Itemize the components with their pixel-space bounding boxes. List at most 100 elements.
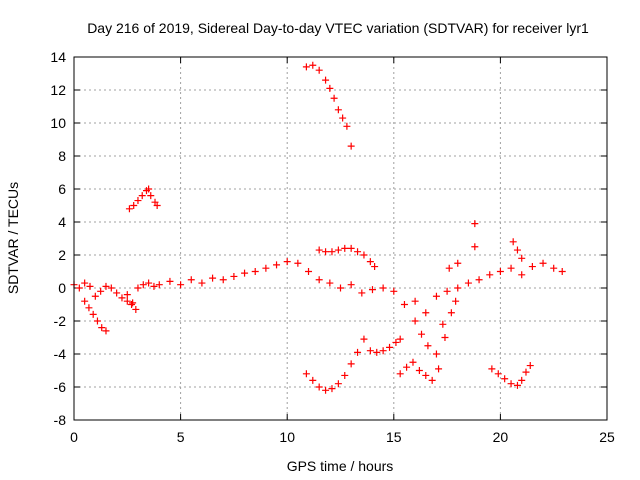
data-point [230, 272, 238, 280]
data-point [337, 284, 344, 292]
y-tick-label: 0 [58, 280, 66, 296]
data-point [129, 299, 137, 307]
data-point [283, 258, 291, 266]
data-point [315, 276, 323, 284]
data-point [539, 259, 547, 267]
y-tick-label: 12 [50, 82, 66, 98]
data-point [134, 197, 142, 205]
data-point [403, 363, 411, 371]
data-point [330, 94, 338, 102]
data-point [513, 381, 521, 389]
series-main-trace [70, 258, 566, 317]
data-point [422, 309, 430, 317]
data-point [518, 376, 526, 384]
data-point [241, 269, 249, 277]
data-point [118, 294, 126, 302]
data-point [86, 282, 94, 290]
data-point [396, 335, 404, 343]
data-marks [70, 61, 566, 394]
data-point [123, 297, 131, 305]
data-point [89, 310, 97, 318]
series-cluster-15-18h [396, 297, 460, 384]
data-point [75, 284, 83, 292]
data-point [354, 348, 362, 356]
data-point [513, 246, 521, 254]
data-point [347, 281, 355, 289]
data-point [428, 376, 436, 384]
data-point [81, 279, 89, 287]
data-point [309, 61, 317, 69]
data-point [102, 327, 110, 335]
data-point [147, 192, 155, 200]
data-point [464, 279, 472, 287]
data-point [347, 244, 355, 252]
data-point [371, 263, 379, 271]
data-point [396, 370, 404, 378]
data-point [522, 368, 530, 376]
y-tick-label: 4 [58, 214, 66, 230]
y-tick-label: 10 [50, 115, 66, 131]
data-point [411, 297, 419, 305]
data-point [113, 289, 121, 297]
data-point [341, 371, 349, 379]
data-point [379, 347, 387, 355]
data-point [550, 264, 558, 272]
data-point [326, 84, 334, 92]
data-point [128, 301, 136, 308]
data-point [305, 268, 313, 275]
data-point [150, 282, 158, 290]
x-tick-label: 10 [279, 429, 295, 445]
data-point [424, 342, 432, 350]
data-point [422, 371, 430, 379]
series-hump-2-4h [125, 185, 161, 213]
data-point [373, 348, 381, 356]
data-point [155, 281, 163, 289]
data-point [102, 282, 110, 290]
data-point [526, 362, 534, 370]
data-point [366, 258, 374, 266]
tick-labels: 0 5 10 15 20 25 -8 -6 -4 -2 0 2 4 6 8 10 12 14 [50, 49, 615, 445]
data-point [132, 305, 140, 313]
data-point [315, 66, 323, 74]
data-point [386, 343, 394, 351]
data-point [343, 122, 351, 130]
x-tick-label: 15 [386, 429, 402, 445]
data-point [347, 142, 355, 150]
x-tick-label: 5 [177, 429, 185, 445]
data-point [454, 259, 462, 267]
data-point [379, 284, 387, 292]
y-axis-label: SDTVAR / TECUs [5, 182, 21, 294]
data-point [501, 375, 509, 383]
data-point [294, 259, 302, 267]
data-point [123, 291, 131, 299]
data-point [322, 386, 330, 394]
y-tick-label: 14 [50, 49, 66, 65]
series-scatter-low [81, 297, 140, 335]
data-point [358, 289, 366, 297]
data-point [496, 268, 504, 275]
data-point [209, 274, 217, 282]
data-point [334, 246, 342, 254]
data-point [558, 268, 566, 275]
data-point [145, 279, 153, 287]
data-point [153, 202, 161, 209]
data-point [368, 286, 376, 294]
y-tick-label: -4 [54, 346, 67, 362]
data-point [518, 254, 526, 262]
x-tick-label: 0 [70, 429, 78, 445]
data-point [507, 264, 515, 272]
data-point [341, 244, 349, 252]
x-axis-label: GPS time / hours [287, 458, 394, 474]
data-point [366, 347, 374, 355]
data-point [354, 248, 362, 256]
data-point [347, 360, 355, 368]
data-point [93, 317, 101, 325]
series-curve-19.5-21.5h [488, 362, 534, 389]
data-point [409, 358, 417, 366]
series-band-11.5-14h [315, 244, 379, 271]
data-point [273, 261, 281, 269]
data-point [392, 338, 400, 346]
data-point [81, 297, 89, 305]
data-point [322, 76, 330, 84]
data-point [471, 243, 479, 251]
